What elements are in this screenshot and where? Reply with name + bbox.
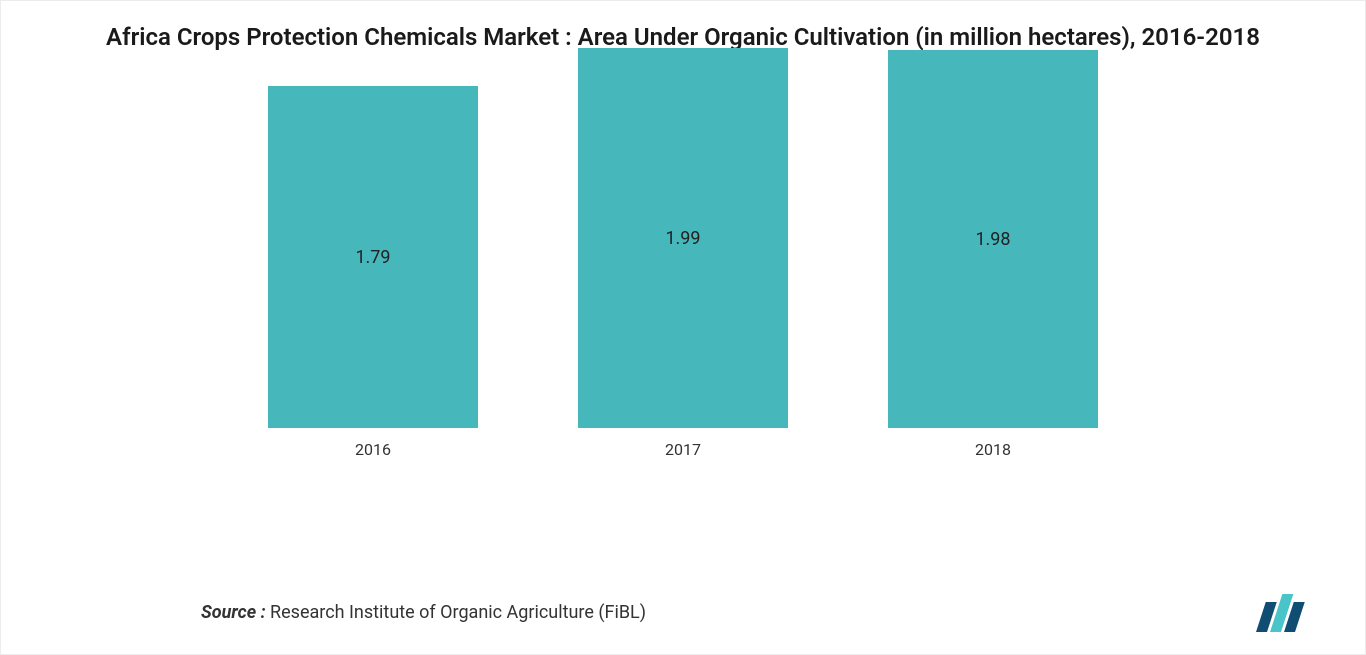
chart-container: Africa Crops Protection Chemicals Market… (0, 0, 1366, 655)
bars-group: 1.79 2016 1.99 2017 1.98 2018 (41, 79, 1325, 459)
source-text: Research Institute of Organic Agricultur… (266, 602, 646, 623)
source-label: Source : (201, 602, 266, 623)
bar-category-label: 2018 (975, 440, 1011, 459)
bar-wrap: 1.99 2017 (578, 48, 788, 459)
bar-category-label: 2017 (665, 440, 701, 459)
brand-logo (1251, 592, 1315, 632)
bar-value-label: 1.79 (355, 247, 390, 268)
bar-value-label: 1.98 (975, 229, 1010, 250)
logo-icon (1251, 592, 1315, 632)
bar-category-label: 2016 (355, 440, 391, 459)
bar-value-label: 1.99 (665, 228, 700, 249)
bar-wrap: 1.79 2016 (268, 86, 478, 459)
bar: 1.79 (268, 86, 478, 428)
chart-plot-area: 1.79 2016 1.99 2017 1.98 2018 (41, 69, 1325, 499)
bar: 1.99 (578, 48, 788, 428)
bar-wrap: 1.98 2018 (888, 50, 1098, 459)
chart-footer: Source : Research Institute of Organic A… (1, 592, 1365, 632)
bar: 1.98 (888, 50, 1098, 428)
source-line: Source : Research Institute of Organic A… (41, 602, 646, 623)
